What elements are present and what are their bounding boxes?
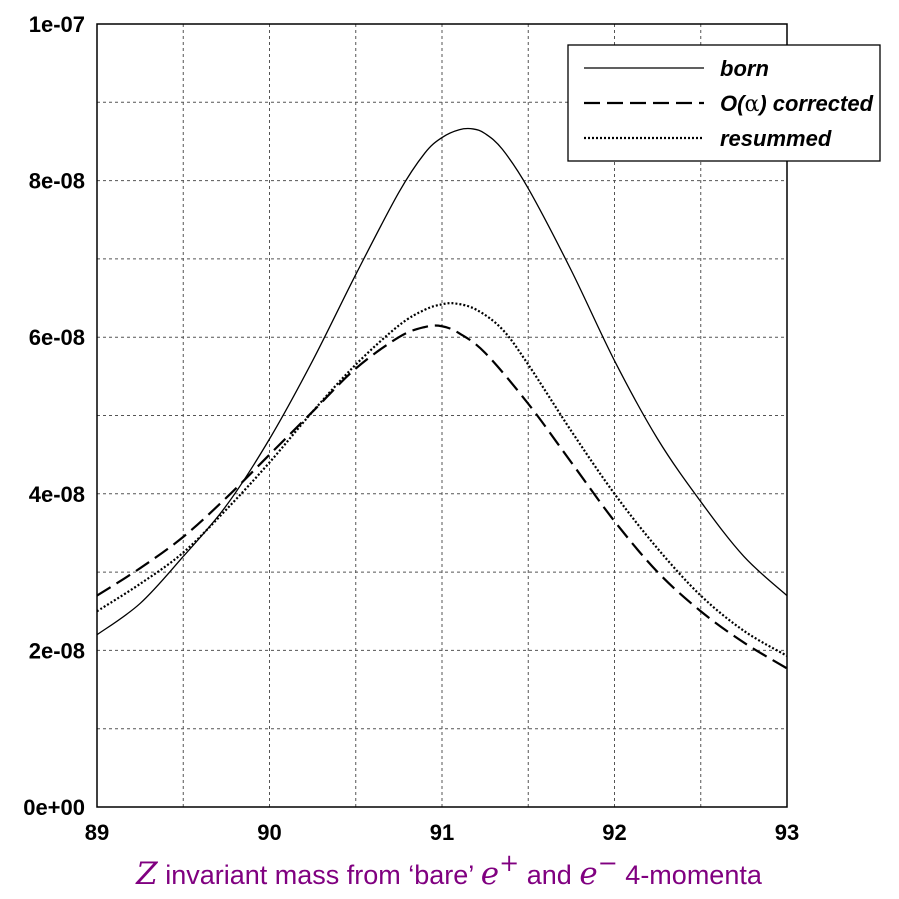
x-tick-labels: 89 90 91 92 93 <box>85 820 799 845</box>
series-lines <box>96 127 788 670</box>
y-tick-label: 0e+00 <box>23 795 85 820</box>
plot-frame <box>96 23 788 808</box>
legend: born O(α) corrected resummed <box>567 44 881 162</box>
series-line-resummed <box>96 302 788 657</box>
y-tick-labels: 0e+00 2e-08 4e-08 6e-08 8e-08 1e-07 <box>23 12 85 820</box>
y-tick-label: 1e-07 <box>29 12 85 37</box>
x-tick-label: 91 <box>430 820 454 845</box>
legend-label-o-corrected: O(α) corrected <box>720 91 874 117</box>
legend-label-born: born <box>720 56 769 81</box>
y-tick-label: 2e-08 <box>29 638 85 663</box>
grid <box>97 24 787 807</box>
x-tick-label: 92 <box>602 820 626 845</box>
x-tick-label: 93 <box>775 820 799 845</box>
x-tick-label: 89 <box>85 820 109 845</box>
y-tick-label: 8e-08 <box>29 169 85 194</box>
y-tick-label: 6e-08 <box>29 325 85 350</box>
x-axis-label: Z invariant mass from ‘bare’ e+​ and e−​… <box>135 849 763 892</box>
y-tick-label: 4e-08 <box>29 482 85 507</box>
series-line-o-corrected <box>96 324 788 670</box>
x-tick-label: 90 <box>257 820 281 845</box>
legend-label-resummed: resummed <box>720 126 832 151</box>
